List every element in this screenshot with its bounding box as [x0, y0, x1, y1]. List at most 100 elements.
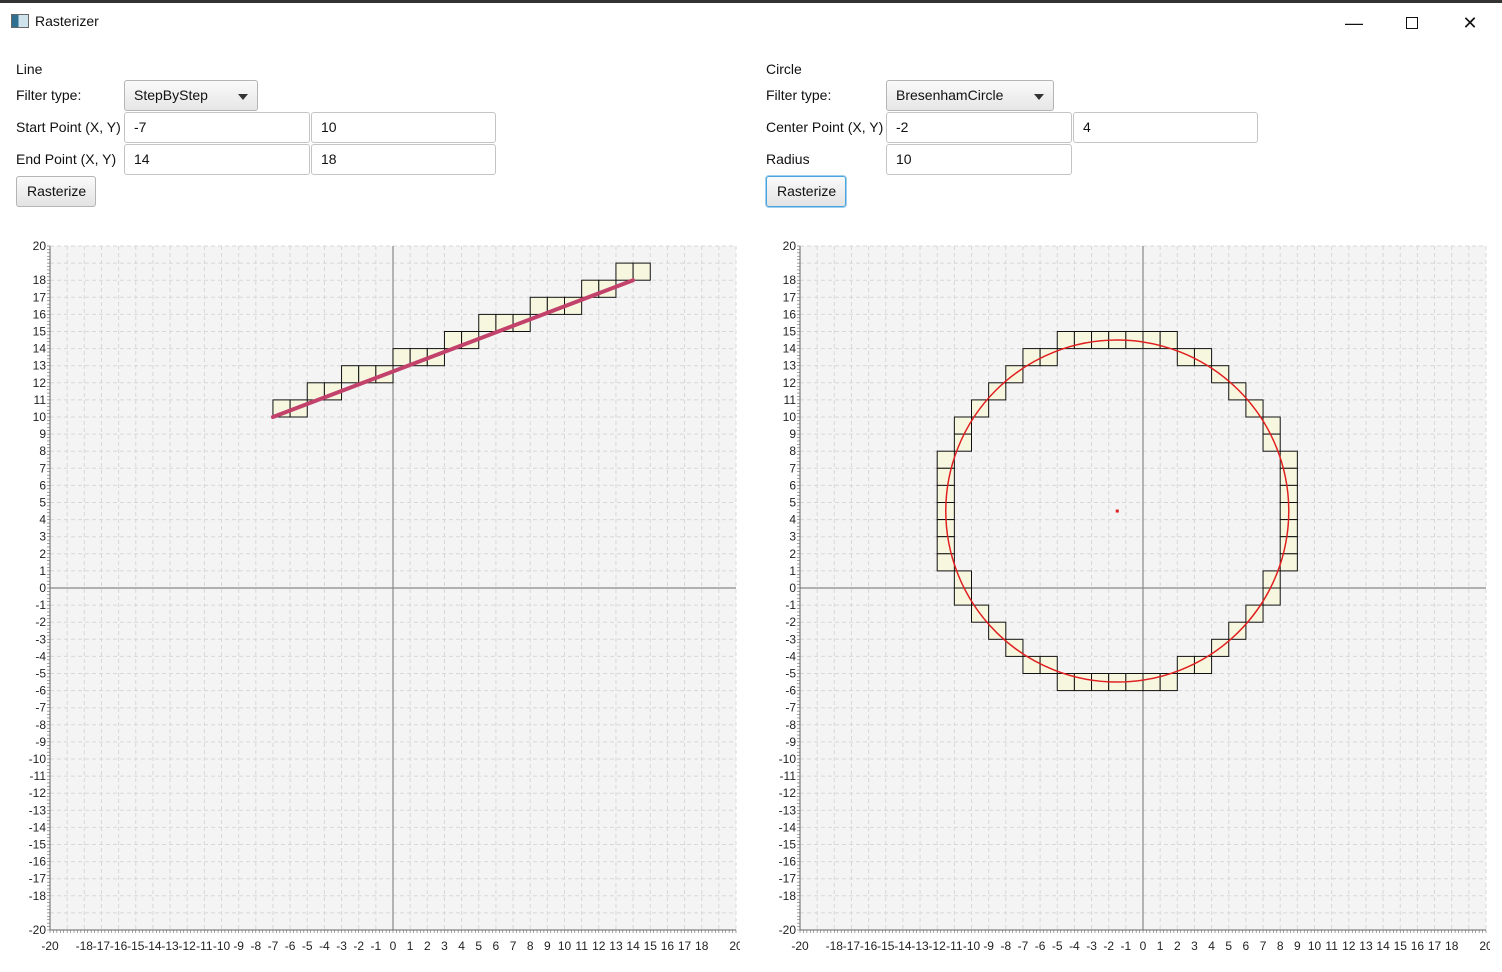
x-tick-label: 11 — [575, 939, 588, 953]
chevron-down-icon — [1034, 94, 1044, 100]
y-tick-label: -14 — [29, 820, 47, 834]
close-icon[interactable]: ✕ — [1462, 13, 1478, 33]
line-filter-value: StepByStep — [134, 87, 208, 103]
y-tick-label: 12 — [33, 376, 47, 390]
x-tick-label: -2 — [353, 939, 364, 953]
raster-pixel — [632, 262, 651, 281]
x-tick-label: -6 — [1035, 939, 1046, 953]
y-tick-label: 18 — [33, 273, 47, 287]
y-tick-label: 12 — [783, 376, 797, 390]
y-tick-label: 14 — [783, 342, 797, 356]
y-tick-label: -18 — [779, 889, 797, 903]
x-tick-label: -8 — [250, 939, 261, 953]
y-tick-label: -7 — [785, 701, 796, 715]
x-tick-label: -20 — [791, 939, 809, 953]
x-tick-label: -4 — [319, 939, 330, 953]
line-plot[interactable]: -20 -18 -17 -16 -15 -14 -13 -12 -11 -10 -9 -8 -7 -6 -5… — [14, 236, 740, 964]
y-tick-label: -11 — [30, 769, 47, 783]
y-tick-label: -12 — [29, 786, 47, 800]
maximize-icon[interactable] — [1389, 7, 1435, 39]
x-tick-label: 3 — [441, 939, 448, 953]
x-tick-label: 15 — [1394, 939, 1408, 953]
x-tick-label: -16 — [110, 939, 128, 953]
x-tick-label: 6 — [493, 939, 500, 953]
circle-rasterize-button[interactable]: Rasterize — [766, 176, 846, 207]
x-tick-label: -5 — [1052, 939, 1063, 953]
x-tick-label: 12 — [1342, 939, 1356, 953]
x-tick-label: 2 — [424, 939, 431, 953]
y-tick-label: 6 — [789, 478, 796, 492]
x-tick-label: 8 — [527, 939, 534, 953]
y-tick-label: 3 — [789, 530, 796, 544]
y-tick-label: -16 — [779, 855, 797, 869]
y-tick-label: 1 — [39, 564, 46, 578]
circle-center-x-field[interactable]: -2 — [886, 112, 1072, 143]
y-tick-label: 0 — [39, 581, 46, 595]
x-tick-label: -1 — [1121, 939, 1132, 953]
circle-plot[interactable]: -20 -18 -17 -16 -15 -14 -13 -12 -11 -10 -9 -8 -7 -6 -5… — [764, 236, 1490, 964]
y-tick-label: 20 — [783, 239, 797, 253]
x-tick-label: -14 — [144, 939, 162, 953]
window-title: Rasterizer — [35, 13, 99, 29]
circle-center-point — [1115, 509, 1119, 513]
x-tick-label: -17 — [843, 939, 861, 953]
y-tick-label: -5 — [785, 667, 796, 681]
x-tick-label: 16 — [1411, 939, 1425, 953]
y-tick-label: 18 — [783, 273, 797, 287]
x-tick-label: -20 — [41, 939, 59, 953]
x-tick-label: -15 — [877, 939, 895, 953]
line-end-x-field[interactable]: 14 — [124, 144, 310, 175]
x-tick-label: 4 — [1208, 939, 1215, 953]
y-tick-label: 5 — [789, 496, 796, 510]
line-rasterize-button[interactable]: Rasterize — [16, 176, 96, 207]
reference-line — [270, 278, 636, 419]
y-tick-label: -13 — [779, 803, 797, 817]
title-bar: Rasterizer — ✕ — [0, 0, 1502, 42]
y-tick-label: 2 — [789, 547, 796, 561]
x-tick-label: 14 — [1376, 939, 1390, 953]
raster-pixel — [1193, 348, 1213, 367]
x-tick-label: 3 — [1191, 939, 1198, 953]
y-tick-label: 11 — [784, 393, 797, 407]
app-icon — [11, 14, 29, 28]
y-tick-label: 13 — [33, 359, 47, 373]
x-tick-label: -18 — [826, 939, 844, 953]
y-tick-label: -1 — [785, 598, 796, 612]
circle-filter-select[interactable]: BresenhamCircle — [886, 80, 1054, 111]
circle-radius-field[interactable]: 10 — [886, 144, 1072, 175]
y-tick-label: -17 — [779, 872, 797, 886]
minimize-icon[interactable]: — — [1345, 13, 1363, 33]
y-tick-label: 17 — [33, 290, 47, 304]
y-tick-label: 4 — [39, 513, 46, 527]
y-tick-label: 17 — [783, 290, 797, 304]
line-end-y-field[interactable]: 18 — [311, 144, 496, 175]
y-tick-label: 14 — [33, 342, 47, 356]
x-tick-label: -12 — [179, 939, 197, 953]
y-tick-label: 9 — [789, 427, 796, 441]
raster-pixel — [1228, 382, 1247, 401]
y-tick-label: 5 — [39, 496, 46, 510]
y-tick-label: -20 — [779, 923, 797, 937]
line-filter-select[interactable]: StepByStep — [124, 80, 258, 111]
raster-pixel — [988, 621, 1007, 640]
y-tick-label: -12 — [779, 786, 797, 800]
x-tick-label: 5 — [1225, 939, 1232, 953]
y-tick-label: 8 — [39, 444, 46, 458]
x-tick-label: -2 — [1103, 939, 1114, 953]
circle-center-y-field[interactable]: 4 — [1073, 112, 1258, 143]
x-tick-label: 10 — [1308, 939, 1322, 953]
x-tick-label: -7 — [268, 939, 279, 953]
line-start-x-field[interactable]: -7 — [124, 112, 310, 143]
y-tick-label: -15 — [29, 838, 47, 852]
x-tick-label: 16 — [661, 939, 675, 953]
y-tick-label: 7 — [789, 461, 796, 475]
y-tick-label: -3 — [785, 632, 796, 646]
circle-filter-label: Filter type: — [766, 87, 832, 103]
line-start-y-field[interactable]: 10 — [311, 112, 496, 143]
x-tick-label: -11 — [946, 939, 963, 953]
line-heading: Line — [16, 61, 43, 77]
raster-pixel — [392, 348, 411, 367]
x-tick-label: 18 — [1445, 939, 1459, 953]
x-tick-label: 10 — [558, 939, 572, 953]
x-tick-label: 12 — [592, 939, 606, 953]
